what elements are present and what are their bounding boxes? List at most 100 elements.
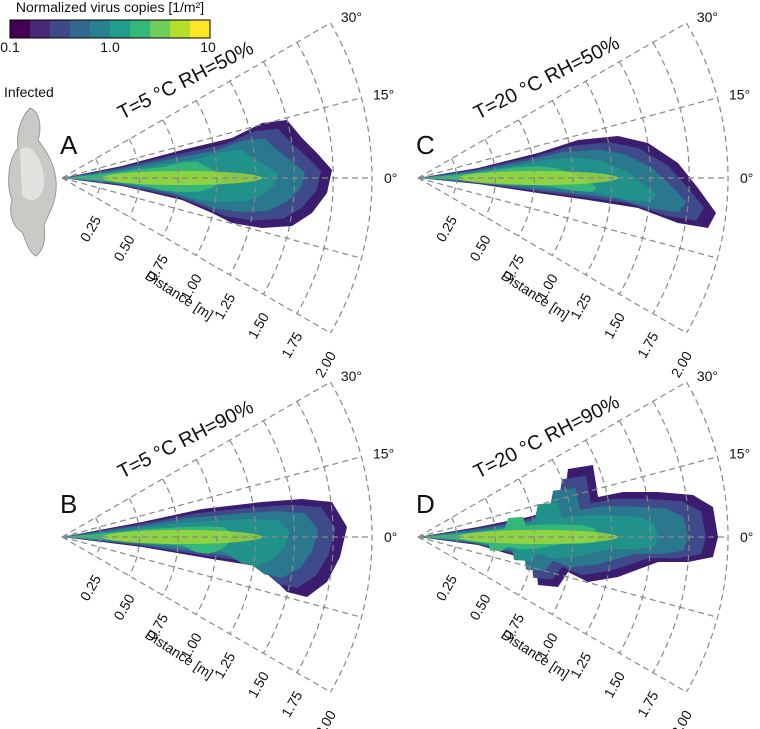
arc-grid-line [195,459,218,615]
angle-label: 30° [697,9,718,25]
angle-label: 0° [384,529,397,545]
distance-label: 1.75 [634,329,662,361]
arc-grid-line [551,100,574,256]
panel-letter: C [416,130,435,160]
distance-label: 0.50 [466,232,494,264]
arc-grid-line [451,158,458,198]
colorbar-band [90,20,110,38]
arc-grid-line [128,138,141,218]
angle-label: 0° [740,529,753,545]
distance-label: 1.25 [567,290,595,322]
distance-label: 1.25 [567,649,595,681]
angle-label: 0° [740,170,753,186]
panel: 30°15°0°0.250.500.751.001.251.501.752.00… [60,9,397,380]
arc-grid-line [652,401,690,673]
arc-grid-line [195,100,218,256]
panel: 30°15°0°0.250.500.751.001.251.501.752.00… [60,368,397,729]
distance-label: 0.25 [433,213,461,245]
distance-label: 1.25 [211,649,239,681]
colorbar-band [130,20,150,38]
distance-label: 0.25 [77,572,105,604]
arc-grid-line [484,497,497,577]
colorbar-frame [9,19,211,39]
panel-letter: D [416,489,435,519]
distance-label: 1.25 [211,290,239,322]
distance-label: 1.75 [278,329,306,361]
arc-grid-line [329,22,373,334]
axis-label: Distance [m] [498,267,572,323]
colorbar-band [70,20,90,38]
panel-title: T=20 °C RH=50% [470,32,623,124]
angle-label: 15° [373,446,394,462]
axis-label: Distance [m] [142,267,216,323]
distance-label: 2.00 [668,707,696,729]
arc-grid-line [551,459,574,615]
distance-label: 1.75 [634,688,662,720]
arc-grid-line [229,80,257,276]
infected-highlight [20,147,45,201]
arc-grid-line [329,381,373,693]
arc-grid-line [262,61,296,295]
distance-label: 1.50 [244,669,272,701]
panel: 30°15°0°0.250.500.751.001.251.501.752.00… [416,9,753,380]
arc-grid-line [585,80,613,276]
distance-label: 0.50 [110,591,138,623]
angle-label: 30° [341,368,362,384]
arc-grid-line [162,119,179,237]
arc-grid-line [262,420,296,654]
angle-label: 15° [729,87,750,103]
angle-label: 30° [341,9,362,25]
arc-grid-line [652,42,690,314]
distance-label: 0.50 [466,591,494,623]
arc-grid-line [484,138,497,218]
distance-label: 1.75 [278,688,306,720]
distance-label: 1.50 [244,310,272,342]
arc-grid-line [296,401,334,673]
distance-label: 0.50 [110,232,138,264]
angle-label: 30° [697,368,718,384]
arc-grid-line [518,119,535,237]
panel: 30°15°0°0.250.500.751.001.251.501.752.00… [416,368,753,729]
angle-label: 15° [373,87,394,103]
colorbar-band [10,20,30,38]
arc-grid-line [95,158,102,198]
arc-grid-line [162,478,179,596]
colorbar-band [30,20,50,38]
colorbar-band [190,20,210,38]
colorbar-band [50,20,70,38]
panel-title: T=20 °C RH=90% [470,391,623,483]
angle-label: 15° [729,446,750,462]
panel-title: T=5 °C RH=50% [114,37,257,124]
axis-label: Distance [m] [142,626,216,682]
colorbar-band [110,20,130,38]
infected-label: Infected [4,84,54,100]
arc-grid-line [229,439,257,635]
colorbar-band [150,20,170,38]
distance-label: 0.25 [433,572,461,604]
arc-grid-line [518,478,535,596]
arc-grid-line [296,42,334,314]
colorbar-tick-label: 0.1 [0,39,20,55]
panel-title: T=5 °C RH=90% [114,396,257,483]
axis-label: Distance [m] [498,626,572,682]
distance-label: 0.25 [77,213,105,245]
arc-grid-line [618,420,652,654]
panel-letter: B [60,489,77,519]
colorbar-tick-label: 10 [200,39,216,55]
panel-letter: A [60,130,78,160]
distance-label: 2.00 [668,348,696,380]
angle-label: 0° [384,170,397,186]
distance-label: 2.00 [312,348,340,380]
arc-grid-line [585,439,613,635]
colorbar-title: Normalized virus copies [1/m²] [16,0,204,15]
arc-grid-line [128,497,141,577]
arc-grid-line [95,517,102,557]
colorbar-tick-label: 1.0 [100,39,120,55]
distance-label: 1.50 [600,310,628,342]
arc-grid-line [685,381,729,693]
arc-grid-line [618,61,652,295]
colorbar: 0.1 1.0 10 [0,19,216,55]
arc-grid-line [685,22,729,334]
colorbar-band [170,20,190,38]
